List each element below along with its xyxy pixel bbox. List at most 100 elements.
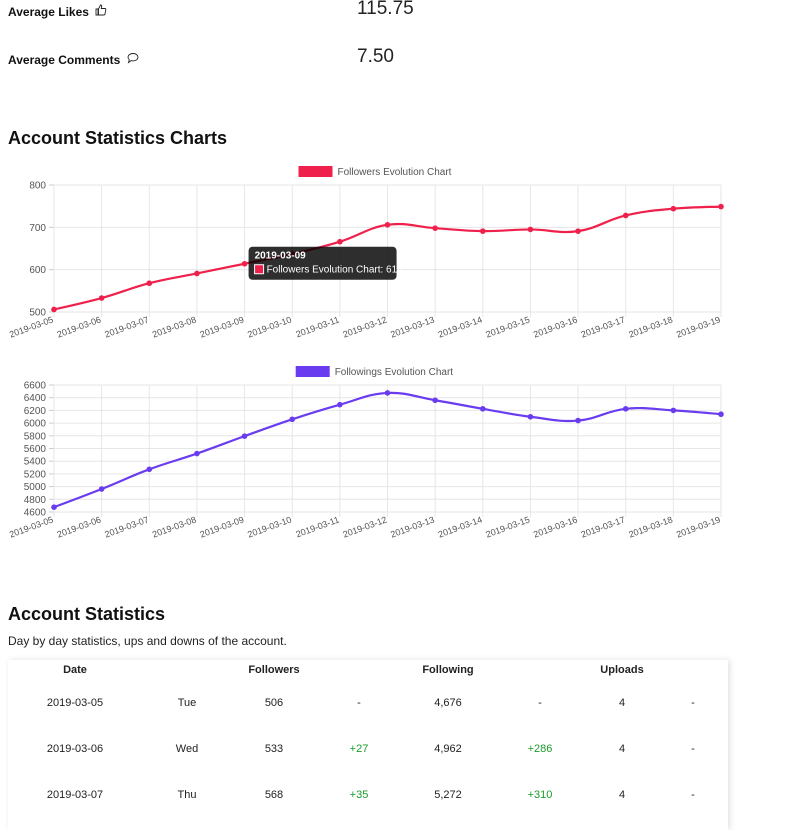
cell-uploads-change: -	[691, 789, 695, 801]
x-tick-label: 2019-03-07	[103, 514, 150, 539]
data-point[interactable]	[146, 280, 153, 287]
x-tick-label: 2019-03-15	[484, 314, 531, 339]
x-tick-label: 2019-03-08	[151, 514, 198, 539]
x-tick-label: 2019-03-11	[294, 314, 340, 339]
y-tick-label: 6000	[24, 419, 47, 430]
data-point[interactable]	[432, 225, 438, 231]
y-tick-label: 5600	[24, 444, 47, 455]
cell-following: 4,962	[434, 743, 462, 755]
header-followers: Followers	[248, 664, 300, 676]
data-point[interactable]	[241, 433, 248, 439]
x-tick-label: 2019-03-12	[341, 514, 388, 539]
average-comments-label: Average Comments	[8, 52, 139, 67]
legend-swatch	[298, 166, 333, 177]
cell-date: 2019-03-05	[46, 697, 104, 709]
data-point[interactable]	[432, 397, 438, 404]
y-tick-label: 500	[29, 308, 46, 319]
x-tick-label: 2019-03-13	[389, 314, 436, 339]
speech-bubble-icon	[127, 52, 139, 67]
data-point[interactable]	[194, 450, 200, 457]
stats-section-title: Account Statistics	[8, 604, 166, 624]
y-tick-label: 6400	[24, 393, 47, 404]
x-tick-label: 2019-03-12	[341, 314, 388, 339]
data-point[interactable]	[670, 407, 677, 414]
x-tick-label: 2019-03-09	[199, 314, 246, 339]
y-tick-label: 6600	[24, 381, 47, 392]
x-tick-label: 2019-03-09	[199, 514, 246, 539]
cell-uploads: 4	[618, 789, 626, 801]
data-point[interactable]	[670, 205, 677, 212]
data-point[interactable]	[527, 226, 534, 233]
legend-label: Followings Evolution Chart	[335, 367, 454, 378]
data-point[interactable]	[718, 411, 724, 418]
data-point[interactable]	[289, 416, 296, 423]
x-tick-label: 2019-03-10	[246, 314, 293, 339]
x-tick-label: 2019-03-17	[580, 514, 627, 539]
cell-followers: 533	[264, 743, 284, 755]
data-point[interactable]	[718, 203, 724, 210]
data-point[interactable]	[384, 390, 391, 396]
chart-legend[interactable]: Followings Evolution Chart	[295, 366, 454, 378]
data-point[interactable]	[622, 212, 629, 219]
cell-followers-change: -	[357, 697, 361, 709]
cell-date: 2019-03-07	[46, 789, 104, 801]
x-tick-label: 2019-03-19	[675, 314, 722, 339]
data-point[interactable]	[479, 406, 486, 412]
tooltip-title: 2019-03-09	[255, 251, 307, 262]
cell-day: Tue	[177, 697, 197, 709]
data-point[interactable]	[527, 413, 534, 420]
header-uploads: Uploads	[600, 664, 644, 676]
table-row: 2019-03-07 Thu 568 +35 5,272 +310 4 -	[8, 772, 728, 818]
charts-section-title: Account Statistics Charts	[8, 128, 228, 148]
data-point[interactable]	[194, 270, 200, 277]
legend-swatch	[295, 366, 330, 377]
data-point[interactable]	[384, 221, 391, 228]
data-point[interactable]	[337, 238, 343, 245]
x-tick-label: 2019-03-15	[484, 514, 531, 539]
cell-followers: 568	[264, 789, 284, 801]
table-row: 2019-03-06 Wed 533 +27 4,962 +286 4 -	[8, 726, 728, 772]
y-tick-label: 600	[29, 265, 46, 276]
average-comments-text: Average Comments	[8, 53, 121, 67]
data-point[interactable]	[98, 295, 105, 301]
data-point[interactable]	[575, 228, 581, 234]
cell-following: 5,272	[434, 789, 462, 801]
x-tick-label: 2019-03-11	[294, 514, 340, 539]
data-point[interactable]	[622, 406, 629, 412]
cell-followers-change: +35	[349, 789, 369, 801]
x-tick-label: 2019-03-16	[532, 314, 579, 339]
x-tick-label: 2019-03-18	[627, 514, 674, 539]
cell-day: Wed	[175, 743, 199, 755]
header-date: Date	[63, 664, 87, 676]
y-tick-label: 5400	[24, 457, 47, 468]
average-likes-value: 115.75	[357, 0, 414, 19]
tooltip-text: Followers Evolution Chart: 614	[267, 265, 404, 276]
x-tick-label: 2019-03-17	[580, 314, 627, 339]
data-point[interactable]	[575, 417, 581, 424]
followers-evolution-chart[interactable]: Followers Evolution Chart 800 700 600 500 201…	[0, 160, 791, 360]
x-tick-label: 2019-03-13	[389, 514, 436, 539]
y-tick-label: 5000	[24, 482, 47, 493]
y-tick-label: 700	[29, 223, 46, 234]
data-point[interactable]	[337, 401, 343, 408]
thumbs-up-icon	[95, 4, 107, 19]
y-tick-label: 5800	[24, 431, 47, 442]
data-point[interactable]	[241, 260, 248, 267]
average-likes-label: Average Likes	[8, 4, 107, 19]
chart-legend[interactable]: Followers Evolution Chart	[298, 166, 452, 178]
data-point[interactable]	[146, 466, 153, 473]
x-tick-label: 2019-03-14	[437, 314, 484, 339]
tooltip-swatch	[254, 264, 265, 275]
x-tick-label: 2019-03-07	[103, 314, 150, 339]
cell-date: 2019-03-06	[46, 743, 104, 755]
data-point[interactable]	[479, 228, 486, 234]
legend-label: Followers Evolution Chart	[338, 167, 452, 178]
account-statistics-table: Date Followers Following Uploads 2019-03…	[8, 660, 728, 830]
data-point[interactable]	[51, 306, 57, 313]
tooltip-box	[248, 246, 397, 280]
y-tick-label: 4600	[24, 508, 47, 519]
data-point[interactable]	[51, 504, 57, 510]
data-point[interactable]	[98, 486, 105, 492]
header-following: Following	[422, 664, 474, 676]
